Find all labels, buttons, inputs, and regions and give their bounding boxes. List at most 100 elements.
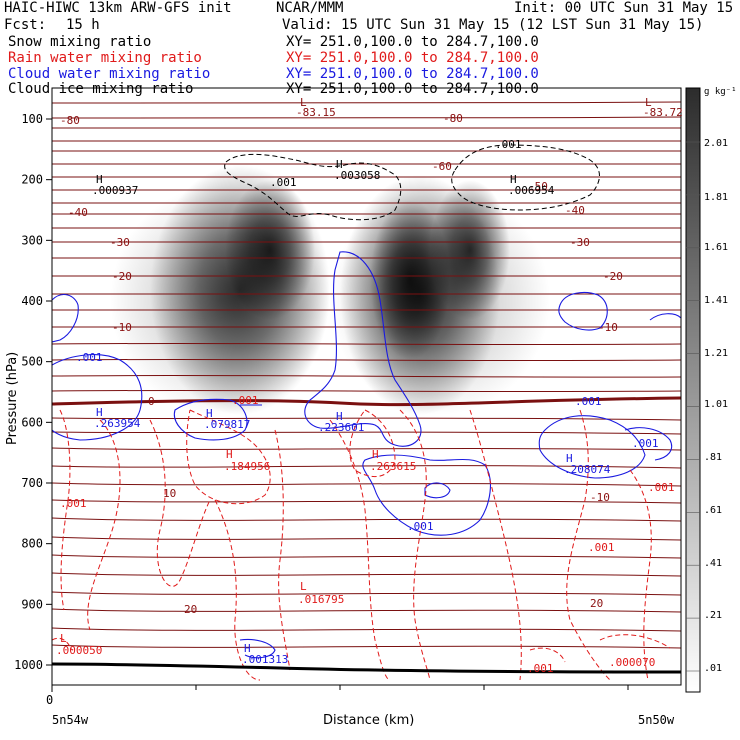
temp-contour (52, 536, 681, 541)
x-start-label: 0 (46, 693, 53, 707)
cloud-water-label: .001 (632, 437, 659, 450)
cloud-water-contour (52, 294, 79, 343)
min-marker: L (645, 96, 652, 109)
temp-contour (52, 431, 681, 435)
colorbar-level: 1.41 (704, 295, 728, 306)
temp-contour (52, 517, 681, 522)
temp-contour (52, 326, 681, 328)
temp-contour (52, 150, 681, 152)
max-marker: H (244, 642, 251, 655)
colorbar-level: 2.01 (704, 138, 728, 149)
cloud-water-label: .001 (575, 395, 602, 408)
temp-contour (52, 163, 681, 165)
temp-contour (52, 213, 681, 215)
min-marker: L (60, 632, 67, 645)
snow-blob-left-core (225, 180, 315, 320)
max-marker: H (566, 452, 573, 465)
colorbar-level: .81 (704, 452, 722, 463)
temp-contour (52, 389, 681, 393)
rain-water-label: .001 (60, 497, 87, 510)
max-marker: H (96, 173, 103, 186)
cloud-ice-label: .001 (495, 138, 522, 151)
temp-contour (52, 309, 681, 311)
max-marker: H (372, 448, 379, 461)
y-tick-label: 300 (21, 233, 43, 247)
temp-label: -80 (60, 114, 80, 127)
rain-water-contour (149, 419, 211, 587)
colorbar-level: .41 (704, 558, 722, 569)
y-tick-label: 800 (21, 537, 43, 551)
x-end-label-left: 5n54w (52, 713, 89, 727)
y-tick-label: 100 (21, 112, 43, 126)
y-tick-label: 1000 (14, 658, 43, 672)
max-marker: H (336, 158, 343, 171)
rain-water-contour (329, 419, 391, 681)
model-title: HAIC-HIWC 13km ARW-GFS init (4, 0, 232, 16)
x-end-label-right: 5n50w (638, 713, 675, 727)
fcst-label: Fcst: (4, 17, 47, 33)
valid-label: Valid: 15 UTC Sun 31 May 15 (12 LST Sun … (282, 17, 704, 33)
max-marker: H (336, 410, 343, 423)
temp-contour (52, 465, 681, 469)
y-axis-title: Pressure (hPa) (5, 352, 20, 445)
max-marker: H (96, 406, 103, 419)
cloud-water-label: .001 (407, 520, 434, 533)
temp-contour (52, 572, 681, 577)
max-label: .263615 (370, 460, 416, 473)
max-label: .184956 (224, 460, 270, 473)
cloud-water-contour (624, 427, 673, 461)
temp-contour (52, 127, 681, 129)
temp-contour (52, 447, 681, 451)
cloud-water-contour (173, 398, 248, 441)
temp-contour (52, 241, 681, 243)
temp-contour (52, 482, 681, 487)
temp-label: -20 (603, 270, 623, 283)
temp-label: -30 (570, 236, 590, 249)
rain-water-contour (274, 429, 291, 671)
rain-water-contour (59, 409, 71, 611)
temp-contour (52, 554, 681, 559)
min-label: -83.15 (296, 106, 336, 119)
cloud-water-contour (304, 251, 422, 447)
cloud-ice-label: .001 (270, 176, 297, 189)
min-marker: L (300, 96, 307, 109)
temp-contour (52, 417, 681, 421)
y-tick-label: 400 (21, 294, 43, 308)
x-axis-title: Distance (km) (323, 713, 414, 728)
temp-label: -20 (112, 270, 132, 283)
cloud-water-contour (538, 415, 646, 479)
temp-contour (52, 189, 681, 191)
temp-label: 0 (148, 395, 155, 408)
contour-value-labels: .001 .001 .001 .001 .001 .001 .001 .001 … (60, 138, 675, 675)
max-marker: H (226, 448, 233, 461)
temp-contour (52, 644, 681, 649)
temp-label: 20 (184, 603, 197, 616)
cloud-water-contours (52, 251, 681, 659)
org-label: NCAR/MMM (276, 0, 344, 16)
colorbar: g kg⁻¹ 2.01 1.81 1.61 1.41 1.21 1.01 .81… (685, 87, 737, 693)
legend-cloudwater-xy: XY= 251.0,100.0 to 284.7,100.0 (286, 66, 539, 82)
cloud-water-contour (424, 482, 451, 499)
legend-snow-name: Snow mixing ratio (8, 34, 152, 50)
colorbar-unit: g kg⁻¹ (704, 87, 737, 97)
legend-cloudice-name: Cloud ice mixing ratio (8, 81, 194, 97)
max-label: .003058 (334, 169, 380, 182)
temp-label: -80 (443, 112, 463, 125)
rain-water-contour (214, 499, 261, 681)
temp-contour (52, 101, 681, 104)
y-axis-ticks: 100 200 300 400 500 600 700 800 900 1000 (14, 112, 52, 672)
rain-water-contour (599, 634, 671, 649)
colorbar-level: 1.81 (704, 192, 728, 203)
colorbar-level: 1.21 (704, 348, 728, 359)
temp-label: -60 (432, 160, 452, 173)
temp-contour (52, 257, 681, 259)
temp-contour (52, 499, 681, 504)
temp-label: 20 (590, 597, 603, 610)
temp-contour (52, 293, 681, 295)
temp-label: -10 (590, 491, 610, 504)
max-label: .263954 (94, 417, 141, 430)
colorbar-level: .01 (704, 663, 722, 674)
cloud-ice-contours (224, 144, 600, 221)
plot-frame (51, 87, 682, 686)
